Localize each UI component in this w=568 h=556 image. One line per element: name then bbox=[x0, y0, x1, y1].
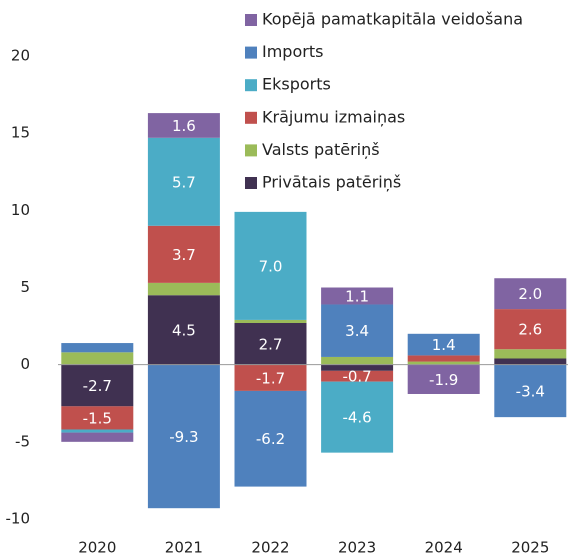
data-label: 1.4 bbox=[432, 336, 456, 354]
y-tick-label: 15 bbox=[11, 124, 30, 142]
data-label: 1.6 bbox=[172, 117, 196, 135]
data-label: -4.6 bbox=[342, 409, 371, 427]
data-label: 5.7 bbox=[172, 173, 196, 191]
legend-label: Eksports bbox=[262, 75, 331, 94]
legend-label: Krājumu izmaiņas bbox=[262, 107, 405, 126]
data-label: 7.0 bbox=[259, 257, 283, 275]
bar-segment bbox=[494, 364, 567, 418]
bar-segment bbox=[407, 355, 480, 362]
bar-segment bbox=[494, 309, 567, 350]
x-tick-label: 2021 bbox=[165, 539, 203, 556]
bar-segment bbox=[61, 352, 134, 365]
bar-segment bbox=[61, 432, 134, 442]
bar-segment bbox=[234, 211, 307, 320]
bar-segment bbox=[321, 356, 394, 365]
bar-segment bbox=[147, 295, 220, 365]
bar-segment bbox=[321, 304, 394, 357]
x-tick-label: 2024 bbox=[425, 539, 463, 556]
x-tick-label: 2025 bbox=[511, 539, 549, 556]
legend-label: Privātais patēriņš bbox=[262, 173, 401, 192]
bar-segment bbox=[321, 287, 394, 305]
data-label: -1.7 bbox=[256, 369, 285, 387]
bar-segment bbox=[234, 322, 307, 365]
y-tick-label: 5 bbox=[20, 278, 30, 296]
data-label: -6.2 bbox=[256, 430, 285, 448]
bar-segment bbox=[407, 361, 480, 365]
bar-segment bbox=[407, 333, 480, 356]
bar-segment bbox=[61, 406, 134, 430]
bar-segment bbox=[494, 278, 567, 310]
bar-segment bbox=[234, 390, 307, 487]
legend-swatch bbox=[245, 177, 257, 189]
y-tick-label: 0 bbox=[20, 355, 30, 373]
y-tick-label: 20 bbox=[11, 47, 30, 65]
y-tick-label: -5 bbox=[15, 432, 30, 450]
data-label: -2.7 bbox=[83, 377, 112, 395]
bar-segment bbox=[147, 113, 220, 138]
bar-segment bbox=[61, 364, 134, 407]
bar-segment bbox=[147, 225, 220, 283]
legend-label: Kopējā pamatkapitāla veidošana bbox=[262, 10, 523, 29]
data-label: 2.6 bbox=[518, 321, 542, 339]
legend-swatch bbox=[245, 144, 257, 157]
bar-segment bbox=[147, 282, 220, 296]
bar-segment bbox=[147, 137, 220, 226]
bar-segment bbox=[234, 364, 307, 391]
bar-segment bbox=[147, 364, 220, 509]
data-label: 2.7 bbox=[259, 335, 283, 353]
data-label: -0.7 bbox=[342, 368, 371, 386]
x-tick-label: 2022 bbox=[251, 539, 289, 556]
data-label: 3.7 bbox=[172, 246, 196, 264]
y-tick-label: 10 bbox=[11, 201, 30, 219]
y-tick-label: -10 bbox=[6, 510, 31, 528]
data-label: -1.9 bbox=[429, 371, 458, 389]
bar-segment bbox=[61, 343, 134, 353]
bar-segment bbox=[407, 364, 480, 394]
bar-segment bbox=[321, 364, 394, 371]
data-label: 3.4 bbox=[345, 322, 369, 340]
bar-segment bbox=[234, 319, 307, 323]
data-label: -1.5 bbox=[83, 409, 112, 427]
legend-label: Valsts patēriņš bbox=[262, 140, 380, 159]
legend-label: Imports bbox=[262, 42, 323, 61]
legend-swatch bbox=[245, 79, 257, 92]
data-label: 2.0 bbox=[518, 285, 542, 303]
bar-segment bbox=[494, 349, 567, 359]
data-label: -3.4 bbox=[516, 382, 545, 400]
bar-segment bbox=[321, 381, 394, 453]
data-label: 4.5 bbox=[172, 321, 196, 339]
x-tick-label: 2020 bbox=[78, 539, 116, 556]
legend-swatch bbox=[245, 111, 257, 124]
legend-swatch bbox=[245, 46, 257, 59]
data-label: 1.1 bbox=[345, 287, 369, 305]
x-tick-label: 2023 bbox=[338, 539, 376, 556]
bar-segment bbox=[61, 429, 134, 433]
legend-swatch bbox=[245, 14, 257, 26]
bar-segment bbox=[321, 370, 394, 382]
bar-segment bbox=[494, 358, 567, 365]
data-label: -9.3 bbox=[169, 428, 198, 446]
